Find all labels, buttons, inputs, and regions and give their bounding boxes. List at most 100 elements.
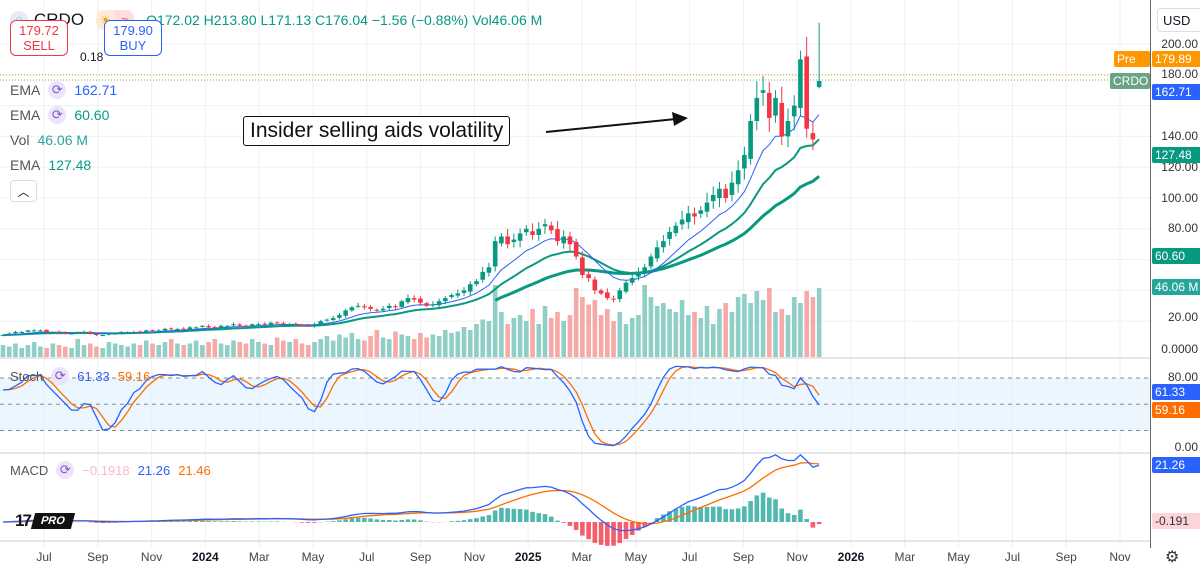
refresh-icon[interactable]: ⟳ — [51, 367, 70, 385]
volume-bar — [592, 300, 598, 357]
candle-body — [673, 225, 679, 234]
candle-body — [629, 278, 635, 283]
time-tick: Sep — [87, 550, 109, 564]
annotation-callout[interactable]: Insider selling aids volatility — [243, 116, 511, 146]
candle-body — [530, 231, 535, 235]
macd-hist-bar — [330, 521, 336, 522]
macd-hist-bar — [692, 506, 697, 522]
indicator-name: Vol — [10, 132, 30, 148]
candle-body — [193, 327, 199, 329]
ohlc-values: O172.02 H213.80 L171.13 C176.04 −1.56 (−… — [146, 12, 542, 28]
macd-hist-bar — [735, 508, 741, 522]
macd-hist-bar — [679, 506, 685, 522]
candle-body — [467, 284, 473, 292]
macd-hist-bar — [305, 522, 311, 523]
macd-hist-bar — [542, 514, 548, 522]
volume-bar — [200, 345, 205, 357]
macd-legend[interactable]: MACD ⟳ −0.1918 21.26 21.46 — [10, 461, 211, 479]
volume-bar — [411, 339, 417, 357]
macd-hist-bar — [474, 518, 479, 522]
macd-hist-bar — [405, 519, 411, 522]
macd-hist-bar — [611, 522, 616, 546]
candle-body — [237, 324, 243, 326]
currency-selector[interactable]: USD — [1157, 8, 1200, 32]
candle-body — [50, 331, 56, 333]
candle-body — [754, 97, 760, 121]
candle-body — [224, 325, 230, 327]
volume-bar — [19, 348, 24, 357]
volume-bar — [237, 342, 243, 357]
indicator-ema-slow[interactable]: EMA ⟳ 60.60 — [10, 106, 109, 124]
collapse-legend-button[interactable]: ︿ — [10, 180, 37, 202]
volume-bar — [798, 303, 803, 357]
refresh-icon[interactable]: ⟳ — [56, 461, 75, 479]
refresh-icon[interactable]: ⟳ — [48, 106, 67, 124]
candle-body — [499, 236, 504, 244]
candle-body — [131, 331, 137, 333]
refresh-icon[interactable]: ⟳ — [48, 81, 67, 99]
macd-hist-bar — [667, 511, 672, 522]
macd-hist-bar — [748, 501, 753, 522]
price-axis[interactable]: USD 200.00 180.00 140.00 120.00 100.00 8… — [1150, 0, 1200, 548]
macd-hist-bar — [492, 510, 498, 522]
buy-label: BUY — [119, 38, 147, 53]
tradingview-logo[interactable]: 17 PRO — [15, 511, 75, 531]
volume-bar — [293, 339, 299, 357]
macd-hist-bar — [175, 521, 180, 522]
volume-bar — [686, 315, 691, 357]
candle-body — [611, 298, 616, 300]
sell-button[interactable]: 179.72 SELL — [10, 20, 68, 56]
candle-body — [362, 306, 367, 308]
chart-canvas[interactable] — [0, 0, 1150, 548]
candle-body — [6, 333, 12, 336]
volume-bar — [31, 342, 37, 357]
volume-bar — [268, 345, 274, 357]
price-tick: 140.00 — [1161, 129, 1198, 143]
volume-bar — [168, 339, 174, 357]
macd-hist-bar — [231, 521, 236, 522]
price-tick: 180.00 — [1161, 67, 1198, 81]
indicator-value: 60.60 — [74, 107, 110, 123]
volume-bar — [455, 331, 461, 357]
candle-body — [212, 327, 218, 329]
indicator-volume[interactable]: Vol 46.06 M — [10, 132, 88, 148]
macd-hist-bar — [798, 509, 803, 522]
candle-body — [87, 331, 93, 334]
volume-bar — [648, 297, 654, 357]
stoch-legend[interactable]: Stoch ⟳ 61.33 59.16 — [10, 367, 150, 385]
indicator-ema-fast[interactable]: EMA ⟳ 162.71 — [10, 81, 117, 99]
candle-body — [661, 241, 666, 248]
candle-body — [804, 56, 809, 129]
volume-bar — [212, 339, 218, 357]
volume-bar — [305, 345, 311, 357]
buy-button[interactable]: 179.90 BUY — [104, 20, 162, 56]
settings-gear-icon[interactable]: ⚙ — [1165, 549, 1180, 566]
indicator-ema-mid[interactable]: EMA 127.48 — [10, 157, 91, 173]
macd-hist-bar — [785, 513, 791, 522]
stoch-d-tag: 59.16 — [1152, 402, 1200, 418]
candle-body — [355, 305, 361, 307]
macd-hist-bar — [181, 521, 186, 522]
volume-bar — [368, 336, 373, 357]
macd-hist-bar — [193, 520, 199, 522]
macd-hist-bar — [368, 518, 373, 522]
volume-bar — [56, 345, 62, 357]
macd-value: 21.26 — [137, 462, 171, 478]
macd-hist-bar — [642, 522, 647, 527]
macd-hist-bar — [548, 516, 554, 522]
macd-hist-bar — [200, 520, 205, 522]
volume-tag: 46.06 M — [1152, 279, 1200, 295]
candle-body — [106, 333, 112, 335]
macd-hist-bar — [517, 509, 523, 522]
candle-body — [218, 325, 224, 328]
symbol-price-label: CRDO — [1110, 73, 1150, 89]
stoch-k-line — [2, 365, 820, 447]
candle-body — [156, 330, 162, 332]
price-tick: 0.0000 — [1161, 342, 1198, 356]
macd-hist-bar — [605, 522, 610, 546]
ema-fast-line — [2, 114, 820, 336]
candle-body — [262, 323, 267, 325]
volume-bar — [287, 342, 292, 357]
candle-body — [386, 305, 392, 309]
volume-bar — [436, 336, 442, 357]
